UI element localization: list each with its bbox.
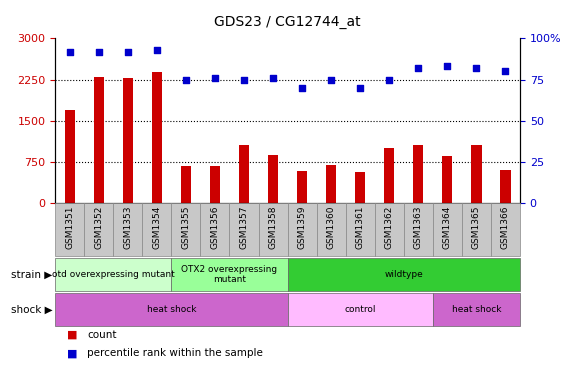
Text: percentile rank within the sample: percentile rank within the sample (87, 348, 263, 358)
Point (65, 49, 74, 55)
Text: GSM1355: GSM1355 (181, 206, 191, 249)
Bar (152, 72, 162, 203)
Text: GSM1353: GSM1353 (123, 206, 132, 249)
Text: wildtype: wildtype (385, 270, 423, 279)
Point (181, 77, 191, 83)
Text: GSM1357: GSM1357 (239, 206, 249, 249)
Text: GSM1364: GSM1364 (443, 206, 452, 249)
Bar (55, 203, 84, 256)
Bar (462, 203, 491, 256)
Text: GSM1363: GSM1363 (414, 206, 423, 249)
Text: GDS23 / CG12744_at: GDS23 / CG12744_at (214, 15, 361, 29)
Bar (210, 166, 220, 203)
Bar (317, 203, 346, 256)
Bar (55, 258, 171, 291)
Bar (491, 203, 520, 256)
Point (297, 85, 307, 91)
Bar (442, 156, 453, 203)
Bar (288, 203, 317, 256)
Text: count: count (87, 330, 117, 340)
Bar (500, 170, 511, 203)
Point (239, 77, 249, 83)
Bar (94, 77, 104, 203)
Bar (288, 293, 433, 326)
Bar (413, 145, 424, 203)
Text: shock ▶: shock ▶ (10, 304, 52, 314)
Bar (113, 203, 142, 256)
Bar (355, 172, 365, 203)
Bar (346, 203, 375, 256)
Text: ■: ■ (67, 330, 77, 340)
Point (327, 77, 336, 83)
Bar (268, 155, 278, 203)
Point (356, 85, 365, 91)
Bar (229, 203, 259, 256)
Text: GSM1366: GSM1366 (501, 206, 510, 249)
Bar (288, 258, 520, 291)
Point (123, 49, 132, 55)
Bar (326, 165, 336, 203)
Text: GSM1352: GSM1352 (94, 206, 103, 249)
Text: otd overexpressing mutant: otd overexpressing mutant (52, 270, 175, 279)
Point (443, 63, 452, 69)
Bar (433, 203, 462, 256)
Bar (200, 203, 229, 256)
Text: heat shock: heat shock (451, 305, 501, 314)
Point (414, 65, 423, 71)
Point (472, 65, 481, 71)
Text: ■: ■ (67, 348, 77, 358)
Text: GSM1360: GSM1360 (327, 206, 336, 249)
Bar (404, 203, 433, 256)
Text: GSM1359: GSM1359 (297, 206, 307, 249)
Text: strain ▶: strain ▶ (11, 269, 52, 280)
Text: GSM1362: GSM1362 (385, 206, 394, 249)
Bar (239, 145, 249, 203)
Point (385, 77, 394, 83)
Text: GSM1356: GSM1356 (210, 206, 220, 249)
Bar (64, 110, 75, 203)
Text: GSM1361: GSM1361 (356, 206, 365, 249)
Text: heat shock: heat shock (146, 305, 196, 314)
Bar (433, 293, 520, 326)
Bar (181, 166, 191, 203)
Text: GSM1354: GSM1354 (152, 206, 162, 249)
Bar (142, 203, 171, 256)
Text: GSM1365: GSM1365 (472, 206, 481, 249)
Bar (259, 203, 288, 256)
Bar (55, 293, 288, 326)
Bar (123, 78, 133, 203)
Bar (384, 148, 394, 203)
Point (152, 47, 162, 53)
Bar (471, 145, 482, 203)
Bar (297, 171, 307, 203)
Text: control: control (345, 305, 376, 314)
Point (94, 49, 103, 55)
Point (268, 75, 278, 81)
Bar (171, 258, 288, 291)
Point (210, 75, 220, 81)
Text: GSM1351: GSM1351 (65, 206, 74, 249)
Bar (375, 203, 404, 256)
Text: GSM1358: GSM1358 (268, 206, 278, 249)
Point (501, 68, 510, 74)
Bar (171, 203, 200, 256)
Text: OTX2 overexpressing
mutant: OTX2 overexpressing mutant (181, 265, 278, 284)
Bar (84, 203, 113, 256)
